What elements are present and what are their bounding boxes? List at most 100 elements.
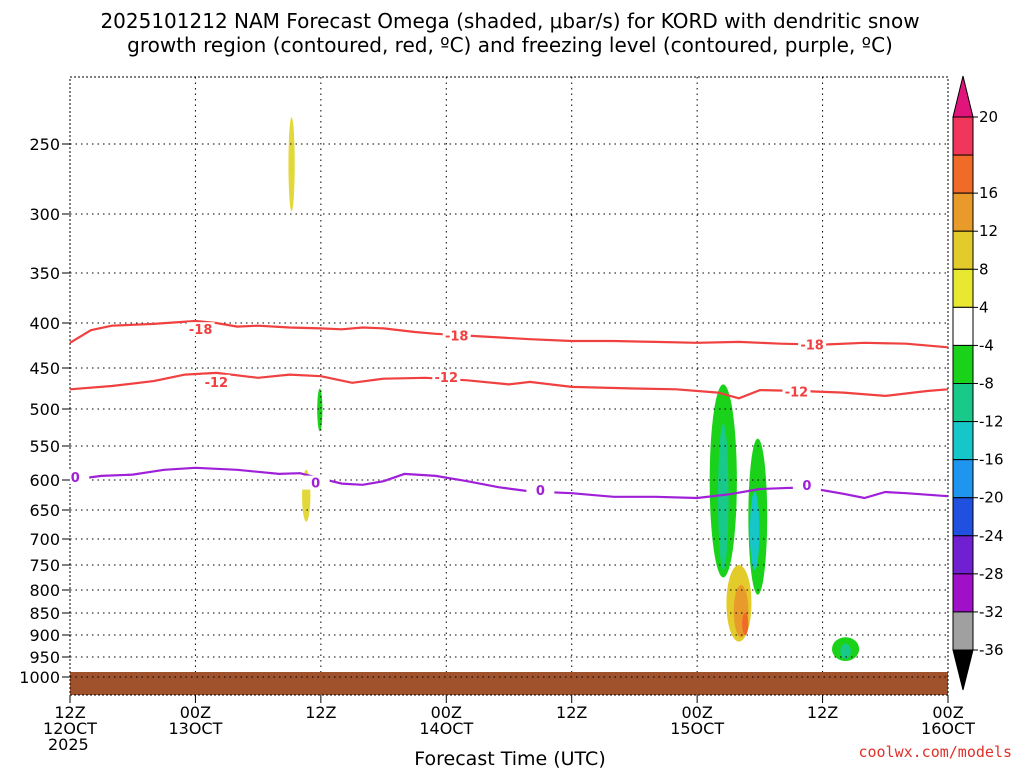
plot-background: [70, 77, 948, 695]
y-tick-label: 250: [29, 135, 60, 154]
shaded-up-red-east-core: [742, 613, 749, 635]
y-tick-label: 700: [29, 530, 60, 549]
contour-label-0: 0: [536, 484, 545, 499]
contour-label--12: -12: [435, 371, 459, 386]
shaded-down-teal-950: [840, 643, 851, 660]
x-tick-label: 2025: [48, 735, 89, 754]
plot-area: [70, 77, 948, 695]
contour-label-bg: [782, 384, 811, 399]
contour-label--18: -18: [189, 323, 213, 338]
colorbar-label: -8: [979, 375, 994, 393]
colorbar-label: -20: [979, 489, 1004, 507]
colorbar: 20 16 12 8 4 -4 -8 -12 -16 -20 -24 -28 -32 -36: [952, 75, 1004, 691]
shaded-down-teal-east-a: [718, 423, 729, 570]
y-axis: 250 300 350 400 450 500 550 600 650 700 750 800 850 9…: [19, 135, 70, 687]
x-tick-label: 14OCT: [419, 719, 473, 738]
x-tick-label: 13OCT: [168, 719, 222, 738]
colorbar-swatch: [952, 116, 974, 156]
contour-label-0: 0: [311, 477, 320, 492]
colorbar-swatch: [952, 459, 974, 499]
y-tick-label: 400: [29, 314, 60, 333]
contour-label--18: -18: [445, 330, 469, 345]
surface-terrain: [70, 672, 948, 695]
colorbar-swatch: [952, 383, 974, 423]
contour-label-bg: [301, 475, 330, 490]
surface-fill: [70, 672, 948, 695]
y-tick-label: 500: [29, 400, 60, 419]
contour-label-bg: [186, 322, 215, 337]
contour-label-bg: [202, 374, 231, 389]
y-tick-label: 550: [29, 437, 60, 456]
y-tick-label: 450: [29, 359, 60, 378]
colorbar-label: -4: [979, 336, 994, 354]
colorbar-label: -24: [979, 527, 1004, 545]
x-tick-label: 12OCT: [43, 719, 97, 738]
shaded-down-teal-east-b: [749, 492, 760, 570]
x-tick-label: 12Z: [305, 703, 336, 722]
contour-label-0: 0: [802, 479, 811, 494]
colorbar-swatch: [952, 306, 974, 346]
y-tick-label: 850: [29, 604, 60, 623]
x-tick-label: 00Z: [932, 703, 963, 722]
colorbar-label: 16: [979, 184, 998, 202]
x-tick-label: 15OCT: [670, 719, 724, 738]
colorbar-label: -36: [979, 641, 1004, 659]
colorbar-label: -32: [979, 603, 1004, 621]
temperature-contours: -18 -18 -18 -12 -12 -12 0 0 0 0: [61, 319, 949, 500]
y-tick-label: 600: [29, 471, 60, 490]
colorbar-label: 12: [979, 222, 998, 240]
chart-title-line2: growth region (contoured, red, ºC) and f…: [127, 33, 893, 57]
x-tick-label: 00Z: [180, 703, 211, 722]
colorbar-swatch: [952, 268, 974, 308]
x-tick-label: 12Z: [556, 703, 587, 722]
y-tick-label: 650: [29, 501, 60, 520]
chart-title-line1: 2025101212 NAM Forecast Omega (shaded, μ…: [100, 9, 919, 33]
contour-label-0: 0: [71, 471, 80, 486]
colorbar-label: -28: [979, 565, 1004, 583]
contour--18: [69, 319, 949, 349]
colorbar-swatch: [952, 421, 974, 461]
x-tick-label: 00Z: [431, 703, 462, 722]
y-tick-label: 800: [29, 581, 60, 600]
colorbar-label: 20: [979, 108, 998, 126]
omega-shading: [288, 117, 860, 661]
shaded-down-green-500: [317, 388, 323, 432]
colorbar-swatch: [952, 611, 974, 651]
x-tick-label: 12Z: [54, 703, 85, 722]
contour-label--12: -12: [785, 386, 809, 401]
colorbar-swatch: [952, 573, 974, 613]
colorbar-label: -16: [979, 451, 1004, 469]
contour-label-bg: [432, 369, 461, 384]
y-tick-label: 950: [29, 648, 60, 667]
grid-lines: [69, 76, 949, 696]
shaded-upward-yellow-300: [288, 117, 295, 212]
contour-label-bg: [798, 337, 827, 352]
colorbar-swatch: [952, 192, 974, 232]
y-tick-label: 300: [29, 205, 60, 224]
colorbar-swatch: [952, 154, 974, 194]
colorbar-label: 4: [979, 298, 989, 316]
colorbar-top-arrow: [952, 75, 974, 118]
contour-label-bg: [526, 482, 555, 497]
colorbar-swatch: [952, 230, 974, 270]
colorbar-swatch: [952, 535, 974, 575]
colorbar-bottom-arrow: [952, 649, 974, 691]
y-tick-label: 350: [29, 264, 60, 283]
y-tick-label: 1000: [19, 668, 60, 687]
colorbar-swatch: [952, 344, 974, 384]
x-axis-label: Forecast Time (UTC): [414, 748, 605, 768]
contour-label-bg: [792, 478, 821, 492]
x-tick-label: 00Z: [681, 703, 712, 722]
x-tick-label: 12Z: [807, 703, 838, 722]
x-tick-label: 16OCT: [921, 719, 975, 738]
colorbar-swatch: [952, 497, 974, 537]
y-tick-label: 750: [29, 556, 60, 575]
colorbar-label: -12: [979, 413, 1004, 431]
contour-label--18: -18: [800, 339, 824, 354]
contour-label-bg: [442, 328, 471, 343]
y-tick-label: 900: [29, 626, 60, 645]
credit-text: coolwx.com/models: [858, 743, 1012, 761]
contour-label--12: -12: [205, 376, 229, 391]
